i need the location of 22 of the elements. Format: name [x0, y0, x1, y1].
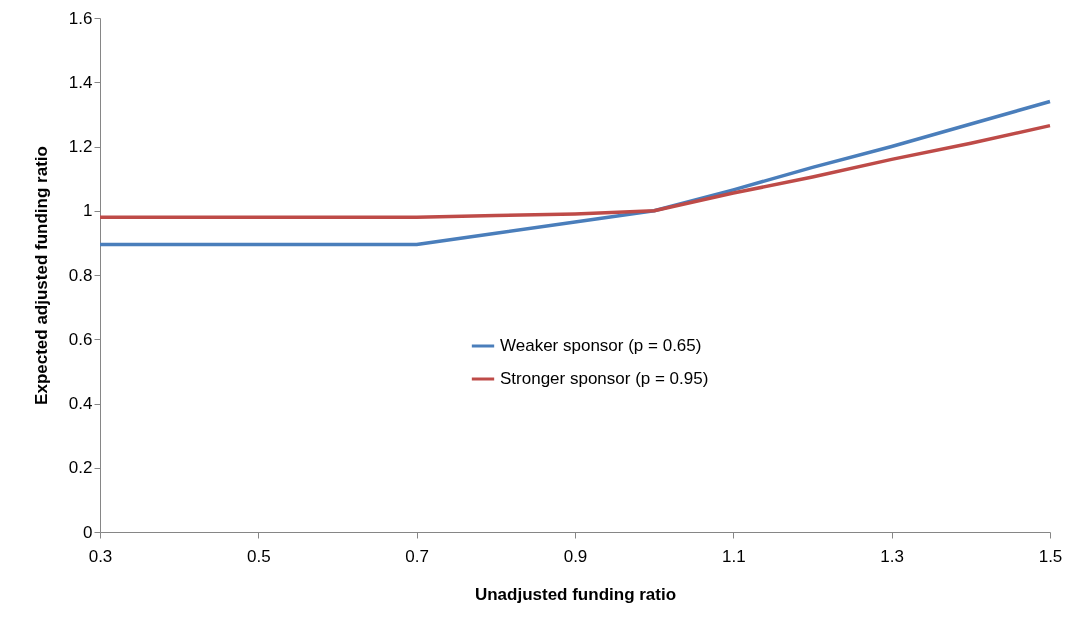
x-tick-label: 1.1 [722, 546, 746, 566]
legend-label: Weaker sponsor (p = 0.65) [500, 336, 702, 355]
x-tick-label: 0.5 [247, 546, 271, 566]
y-tick-label: 1 [83, 201, 93, 221]
x-tick-label: 1.5 [1038, 546, 1063, 566]
y-tick-label: 0.8 [68, 265, 93, 285]
y-tick-label: 0.4 [68, 394, 93, 413]
line-series [98, 99, 1052, 247]
y-axis-title: Expected adjusted funding ratio [31, 146, 51, 405]
x-tick-label: 1.3 [880, 546, 904, 566]
y-tick-label: 1.6 [68, 8, 93, 28]
x-axis-title: Unadjusted funding ratio [474, 584, 677, 604]
x-tick-label: 0.9 [563, 546, 588, 566]
y-tick-label: 1.4 [68, 72, 93, 92]
legend-label: Stronger sponsor (p = 0.95) [500, 369, 709, 388]
y-tick-label: 0.2 [68, 458, 93, 478]
x-tick-label: 0.7 [405, 546, 429, 566]
x-tick-label: 0.3 [88, 546, 113, 566]
y-tick-label: 0 [83, 522, 93, 542]
y-tick-label: 0.6 [68, 329, 93, 349]
y-tick-label: 1.2 [68, 137, 93, 156]
line-series [98, 123, 1052, 219]
